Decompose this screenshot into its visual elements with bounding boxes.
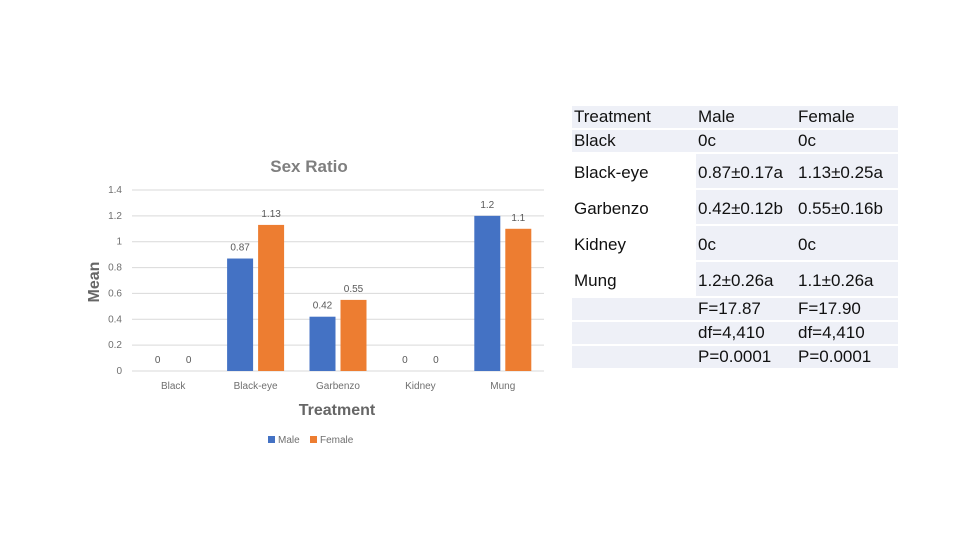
table-cell: P=0.0001 [696, 345, 796, 370]
y-tick-label: 0.8 [108, 263, 122, 274]
bar-female-black-eye [258, 224, 285, 371]
bar-male-garbenzo [309, 316, 336, 371]
table-cell: Male [696, 106, 796, 130]
table-cell: P=0.0001 [796, 345, 898, 370]
y-tick-label: 0.6 [108, 288, 122, 299]
legend-swatch-male [268, 436, 275, 443]
data-label: 0 [155, 355, 161, 366]
table-cell: 0.87±0.17a [696, 153, 796, 190]
table-row: Garbenzo 0.42±0.12b 0.55±0.16b [572, 189, 898, 226]
table-cell: 0c [696, 225, 796, 262]
data-labels: 0 0 0.87 1.13 0.42 0.55 0 0 1.2 1.1 [155, 200, 526, 366]
data-label: 0.55 [344, 284, 364, 295]
y-axis-title: Mean [86, 262, 103, 303]
x-tick-label: Black [161, 381, 186, 392]
table-cell: 0c [796, 225, 898, 262]
table-row: Black-eye 0.87±0.17a 1.13±0.25a [572, 153, 898, 190]
table-cell: Black [572, 129, 696, 154]
table-cell [572, 345, 696, 370]
table-cell: Black-eye [572, 153, 696, 190]
y-tick-label: 1 [116, 237, 122, 248]
table-cell [572, 321, 696, 346]
legend-label-female: Female [320, 435, 354, 446]
y-axis-ticks: 0 0.2 0.4 0.6 0.8 1 1.2 1.4 [108, 185, 122, 377]
table-cell: 0c [696, 129, 796, 154]
table-row: P=0.0001 P=0.0001 [572, 345, 898, 370]
chart-title: Sex Ratio [270, 157, 347, 176]
y-tick-label: 1.4 [108, 185, 122, 196]
x-axis-ticks: Black Black-eye Garbenzo Kidney Mung [161, 381, 515, 392]
data-label: 1.1 [511, 213, 525, 224]
x-tick-label: Mung [490, 381, 515, 392]
table-cell: 1.2±0.26a [696, 261, 796, 298]
gridlines [132, 189, 544, 372]
bars [227, 215, 532, 371]
stats-table: Treatment Male Female Black 0c 0c Black-eye 0.8… [572, 106, 898, 370]
table-row: df=4,410 df=4,410 [572, 321, 898, 346]
table-cell: Female [796, 106, 898, 130]
table-cell: Kidney [572, 225, 696, 262]
x-axis-title: Treatment [299, 402, 376, 419]
data-label: 0 [433, 355, 439, 366]
table-row: Mung 1.2±0.26a 1.1±0.26a [572, 261, 898, 298]
table-cell: 0.42±0.12b [696, 189, 796, 226]
table-cell: df=4,410 [696, 321, 796, 346]
y-tick-label: 0.2 [108, 340, 122, 351]
table-cell: 0c [796, 129, 898, 154]
table-row: F=17.87 F=17.90 [572, 297, 898, 322]
bar-male-black-eye [227, 258, 254, 371]
bar-female-garbenzo [340, 299, 367, 371]
data-label: 0.42 [313, 301, 333, 312]
table-cell: Treatment [572, 106, 696, 130]
x-tick-label: Garbenzo [316, 381, 360, 392]
table-cell [572, 297, 696, 322]
legend-label-male: Male [278, 435, 300, 446]
y-tick-label: 1.2 [108, 211, 122, 222]
table-row: Treatment Male Female [572, 106, 898, 130]
x-tick-label: Black-eye [234, 381, 278, 392]
x-tick-label: Kidney [405, 381, 436, 392]
table-cell: df=4,410 [796, 321, 898, 346]
legend-swatch-female [310, 436, 317, 443]
y-tick-label: 0 [116, 366, 122, 377]
table-cell: F=17.90 [796, 297, 898, 322]
data-label: 1.13 [261, 209, 281, 220]
data-label: 0 [402, 355, 408, 366]
bar-male-mung [474, 215, 501, 371]
legend: Male Female [268, 435, 354, 446]
y-tick-label: 0.4 [108, 314, 122, 325]
table-row: Kidney 0c 0c [572, 225, 898, 262]
table-cell: 1.1±0.26a [796, 261, 898, 298]
table-cell: Mung [572, 261, 696, 298]
table-row: Black 0c 0c [572, 129, 898, 154]
data-label: 0.87 [230, 243, 250, 254]
table-cell: F=17.87 [696, 297, 796, 322]
table-cell: 0.55±0.16b [796, 189, 898, 226]
table-cell: Garbenzo [572, 189, 696, 226]
data-label: 1.2 [480, 200, 494, 211]
bar-female-mung [505, 228, 532, 371]
table-cell: 1.13±0.25a [796, 153, 898, 190]
data-label: 0 [186, 355, 192, 366]
sex-ratio-chart: Sex Ratio 0 0.2 0.4 0.6 0.8 1 1.2 1.4 0 0 0.87 1.1… [86, 157, 544, 446]
